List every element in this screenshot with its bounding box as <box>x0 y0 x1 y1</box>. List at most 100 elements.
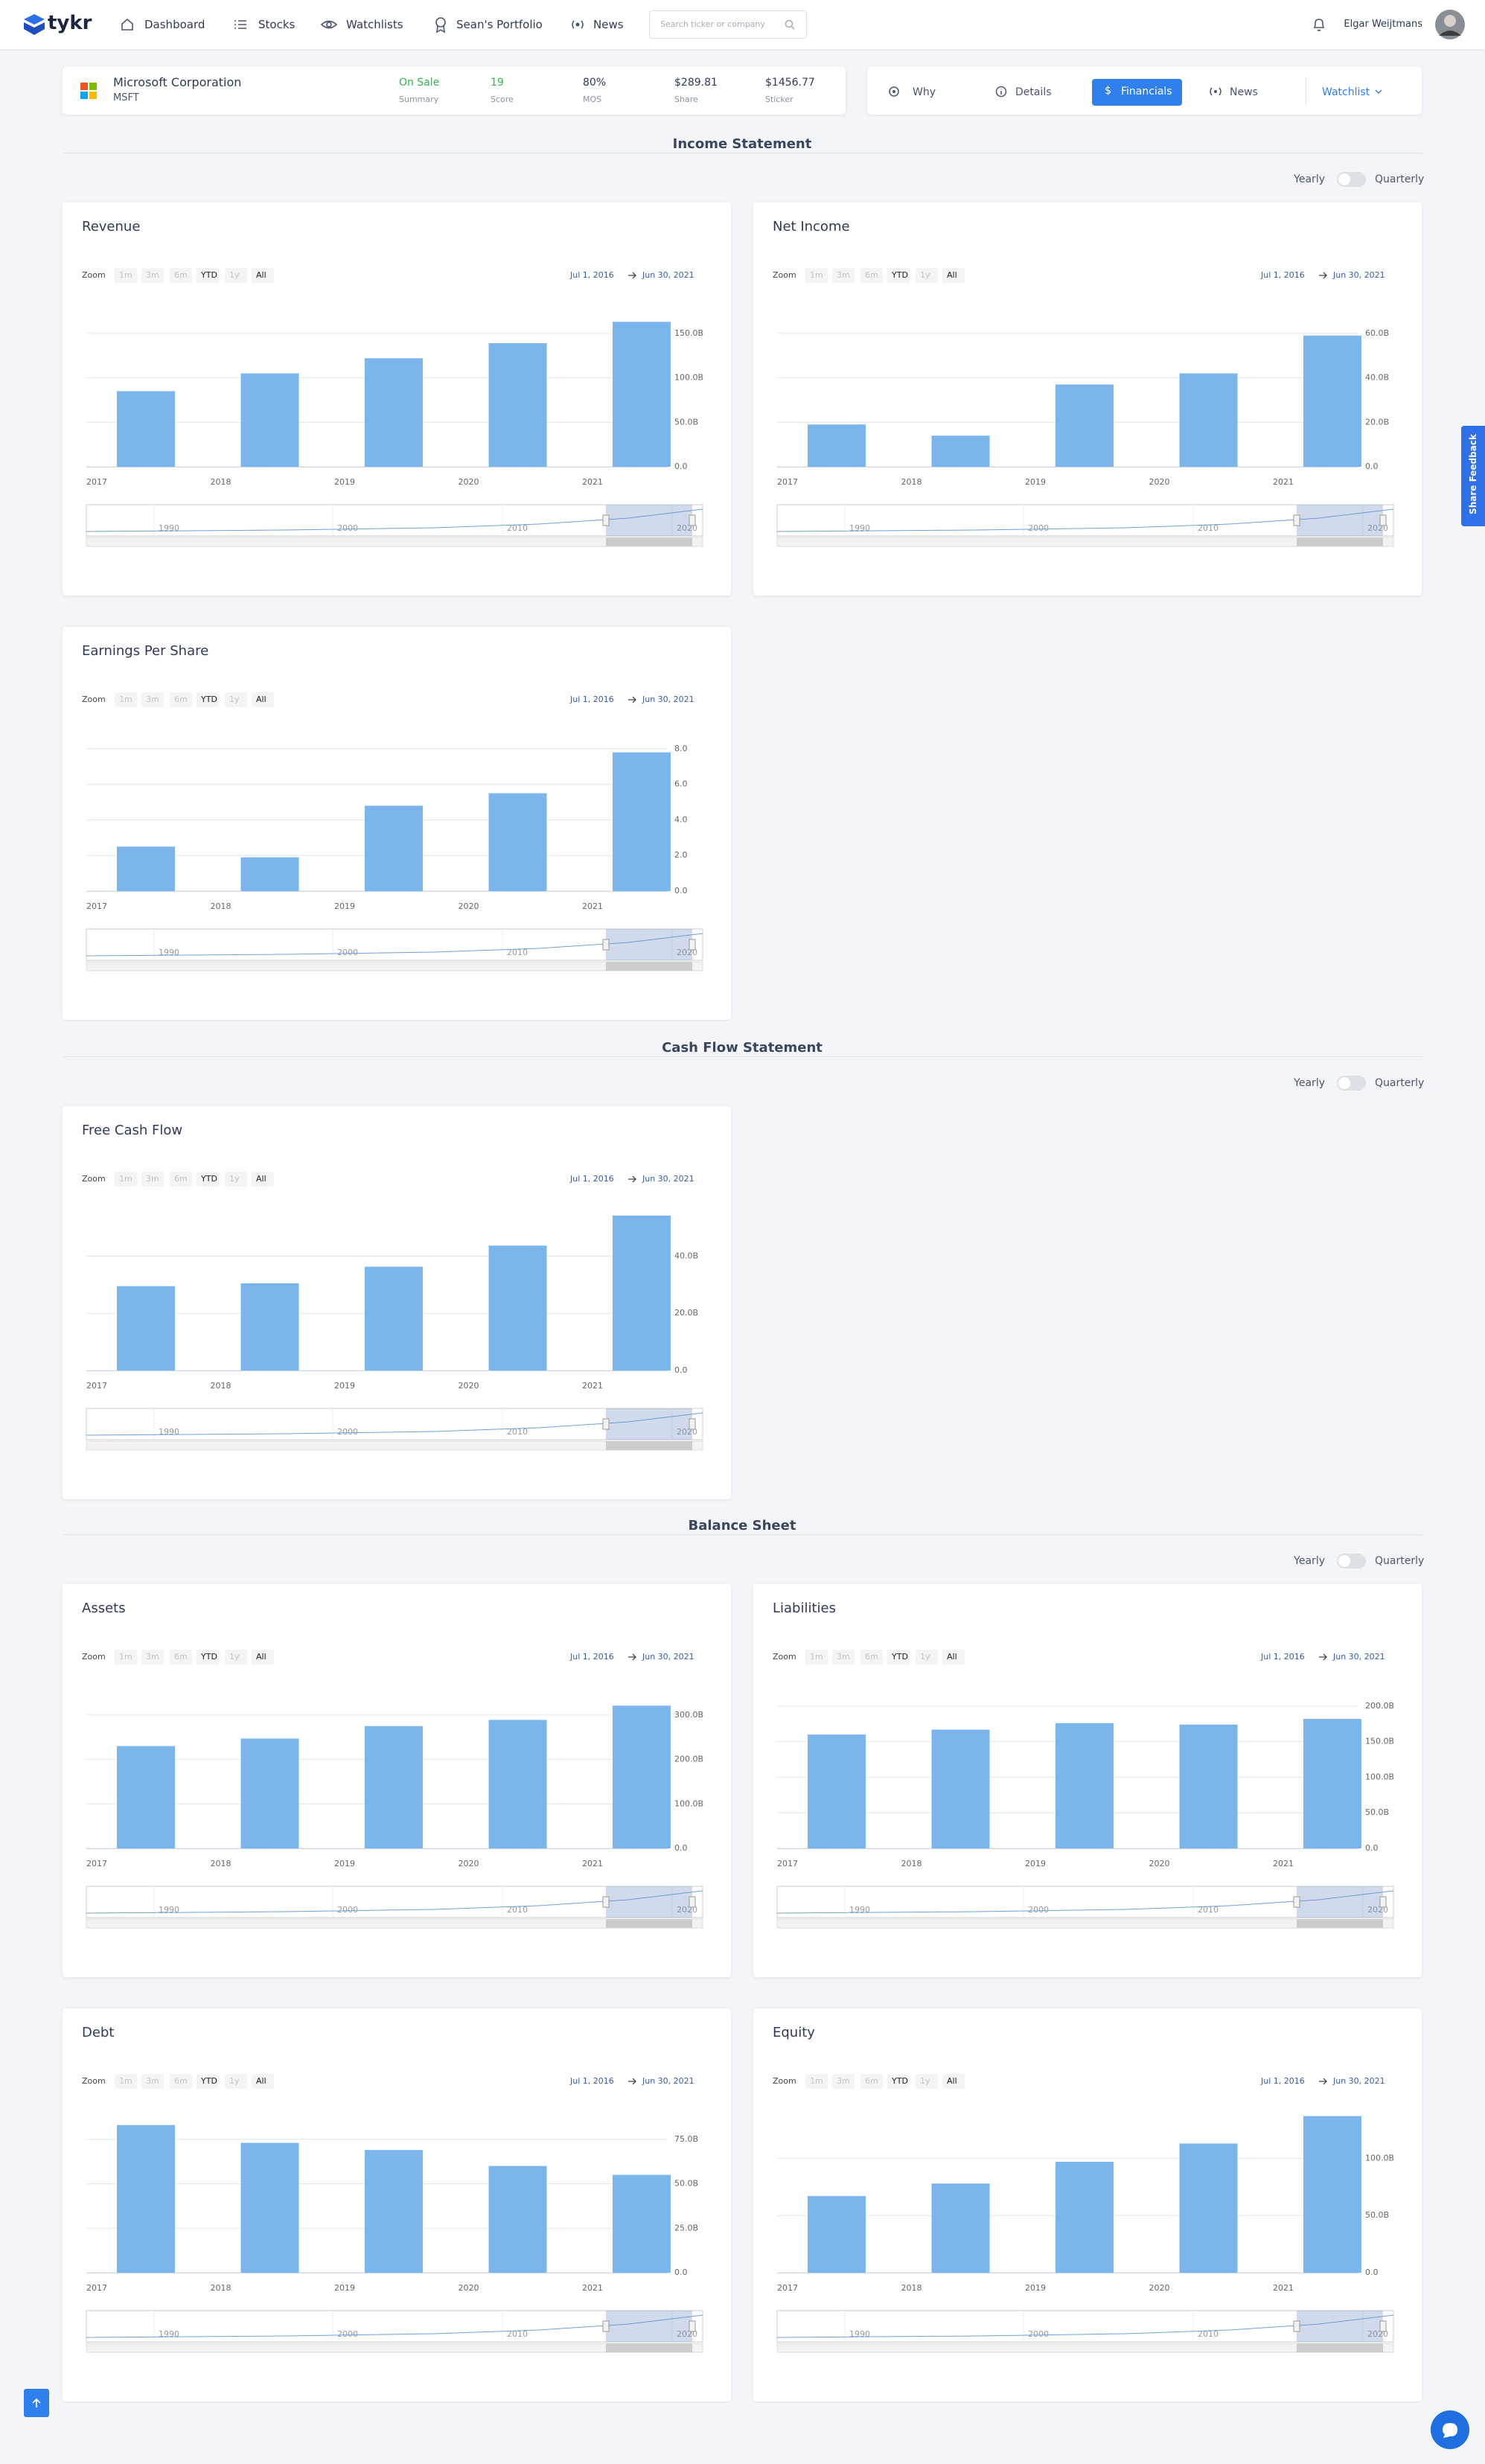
zoom-button[interactable]: YTD <box>200 1652 217 1662</box>
navigator-handle[interactable] <box>602 514 610 526</box>
nav-link[interactable]: News <box>593 18 624 31</box>
zoom-button[interactable]: 3m <box>837 2076 850 2086</box>
zoom-button[interactable]: All <box>256 695 266 704</box>
zoom-button[interactable]: YTD <box>200 1174 217 1184</box>
scrollbar-thumb[interactable] <box>606 2343 692 2352</box>
zoom-button[interactable]: 1m <box>119 1652 132 1662</box>
bell-icon[interactable] <box>1312 16 1326 33</box>
scrollbar[interactable] <box>86 537 703 547</box>
avatar[interactable] <box>1434 9 1466 40</box>
toggle[interactable] <box>1337 1554 1366 1568</box>
navigator-handle[interactable] <box>689 1896 696 1908</box>
zoom-button-bg[interactable] <box>197 268 219 283</box>
scrollbar-thumb[interactable] <box>1297 2343 1383 2352</box>
zoom-button-bg[interactable] <box>252 1650 274 1665</box>
navigator-selection[interactable] <box>606 1886 692 1918</box>
navigator-handle[interactable] <box>689 2320 696 2332</box>
zoom-button[interactable]: 3m <box>837 270 850 280</box>
range-start[interactable]: Jul 1, 2016 <box>569 270 614 280</box>
zoom-button[interactable]: 1y <box>229 695 240 704</box>
zoom-button-bg[interactable] <box>860 2074 883 2089</box>
zoom-button-bg[interactable] <box>887 268 910 283</box>
zoom-button[interactable]: 6m <box>865 270 878 280</box>
range-start[interactable]: Jul 1, 2016 <box>569 1174 614 1184</box>
feedback-tab[interactable]: Share Feedback <box>1461 426 1485 526</box>
toggle[interactable] <box>1337 1076 1366 1091</box>
zoom-button-bg[interactable] <box>141 1650 164 1665</box>
zoom-button[interactable]: 1y <box>229 1652 240 1662</box>
tab-active[interactable] <box>1092 79 1182 106</box>
navigator-selection[interactable] <box>1297 2311 1383 2342</box>
navigator-selection[interactable] <box>606 505 692 536</box>
zoom-button-bg[interactable] <box>170 1172 192 1187</box>
range-start[interactable]: Jul 1, 2016 <box>569 2076 614 2086</box>
range-start[interactable]: Jul 1, 2016 <box>569 1652 614 1662</box>
zoom-button[interactable]: 1m <box>119 270 132 280</box>
zoom-button-bg[interactable] <box>860 268 883 283</box>
nav-link[interactable]: Stocks <box>258 18 296 31</box>
navigator-handle[interactable] <box>602 939 610 951</box>
zoom-button-bg[interactable] <box>942 268 965 283</box>
zoom-button[interactable]: 6m <box>865 2076 878 2086</box>
zoom-button-bg[interactable] <box>832 2074 855 2089</box>
zoom-button[interactable]: 6m <box>174 1174 188 1184</box>
range-end[interactable]: Jun 30, 2021 <box>642 270 694 280</box>
zoom-button[interactable]: YTD <box>200 695 217 704</box>
zoom-button-bg[interactable] <box>170 2074 192 2089</box>
zoom-button[interactable]: 3m <box>837 1652 850 1662</box>
scrollbar-thumb[interactable] <box>1297 537 1383 546</box>
zoom-button-bg[interactable] <box>115 1650 137 1665</box>
zoom-button[interactable]: YTD <box>200 2076 217 2086</box>
search-box[interactable]: Search ticker or company <box>649 10 807 39</box>
zoom-button-bg[interactable] <box>225 692 247 707</box>
zoom-button-bg[interactable] <box>252 1172 274 1187</box>
scrollbar[interactable] <box>86 961 703 971</box>
range-end[interactable]: Jun 30, 2021 <box>642 1174 694 1184</box>
zoom-button-bg[interactable] <box>887 1650 910 1665</box>
navigator-handle[interactable] <box>602 1896 610 1908</box>
zoom-button-bg[interactable] <box>197 1650 219 1665</box>
zoom-button[interactable]: 6m <box>865 1652 878 1662</box>
zoom-button-bg[interactable] <box>916 2074 938 2089</box>
zoom-button[interactable]: 3m <box>146 1652 159 1662</box>
navigator-handle[interactable] <box>1293 1896 1300 1908</box>
navigator-handle[interactable] <box>1379 1896 1387 1908</box>
scrollbar-thumb[interactable] <box>606 962 692 971</box>
range-end[interactable]: Jun 30, 2021 <box>1332 2076 1385 2086</box>
zoom-button-bg[interactable] <box>170 692 192 707</box>
tab[interactable]: Why <box>913 86 936 98</box>
zoom-button[interactable]: YTD <box>891 270 908 280</box>
logo[interactable]: tykr <box>48 12 92 34</box>
navigator-handle[interactable] <box>689 1418 696 1430</box>
zoom-button[interactable]: YTD <box>891 1652 908 1662</box>
zoom-button[interactable]: 1y <box>920 2076 930 2086</box>
zoom-button[interactable]: All <box>947 2076 957 2086</box>
zoom-button[interactable]: 1m <box>810 2076 823 2086</box>
scrollbar-thumb[interactable] <box>606 1441 692 1450</box>
navigator-handle[interactable] <box>1379 2320 1387 2332</box>
zoom-button-bg[interactable] <box>887 2074 910 2089</box>
zoom-button[interactable]: 3m <box>146 1174 159 1184</box>
zoom-button[interactable]: 1m <box>810 270 823 280</box>
scrollbar[interactable] <box>86 1918 703 1929</box>
tab[interactable]: Details <box>1015 86 1052 98</box>
zoom-button[interactable]: YTD <box>200 270 217 280</box>
toggle[interactable] <box>1337 172 1366 187</box>
zoom-button-bg[interactable] <box>170 268 192 283</box>
zoom-button[interactable]: All <box>947 270 957 280</box>
zoom-button[interactable]: 3m <box>146 2076 159 2086</box>
scroll-top-button[interactable] <box>24 2389 49 2417</box>
zoom-button-bg[interactable] <box>252 268 274 283</box>
zoom-button-bg[interactable] <box>115 2074 137 2089</box>
zoom-button-bg[interactable] <box>942 1650 965 1665</box>
zoom-button-bg[interactable] <box>916 268 938 283</box>
scrollbar[interactable] <box>776 1918 1394 1929</box>
navigator-handle[interactable] <box>1293 2320 1300 2332</box>
nav-link[interactable]: Sean's Portfolio <box>456 18 543 31</box>
zoom-button[interactable]: 1y <box>229 1174 240 1184</box>
range-start[interactable]: Jul 1, 2016 <box>1260 1652 1305 1662</box>
zoom-button[interactable]: 6m <box>174 2076 188 2086</box>
nav-link[interactable]: Dashboard <box>144 18 205 31</box>
zoom-button[interactable]: 3m <box>146 695 159 704</box>
navigator-handle[interactable] <box>1379 514 1387 526</box>
